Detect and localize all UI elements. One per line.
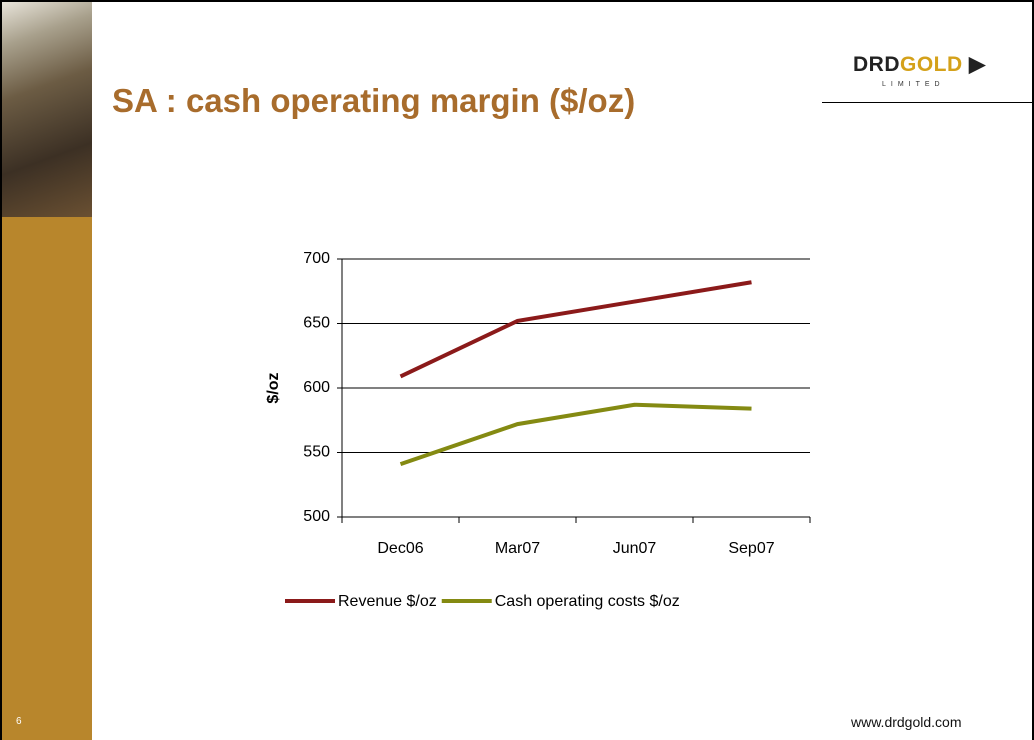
y-tick-label: 500 [303,508,330,525]
x-tick-label: Sep07 [728,540,774,557]
series-line [401,282,752,376]
y-axis-label: $/oz [265,372,282,403]
legend-label: Cash operating costs $/oz [495,593,680,610]
y-tick-label: 700 [303,250,330,267]
slide: 6 SA : cash operating margin ($/oz) DRDG… [0,0,1034,740]
x-tick-label: Jun07 [613,540,657,557]
x-tick-label: Mar07 [495,540,540,557]
series-line [401,405,752,464]
x-tick-label: Dec06 [377,540,423,557]
y-tick-label: 550 [303,444,330,461]
chart: $/oz 500 550 600 650 700 Dec06 Mar07 Jun07 Sep07… [2,2,1032,740]
y-tick-label: 650 [303,315,330,332]
y-tick-label: 600 [303,379,330,396]
legend-label: Revenue $/oz [338,593,437,610]
